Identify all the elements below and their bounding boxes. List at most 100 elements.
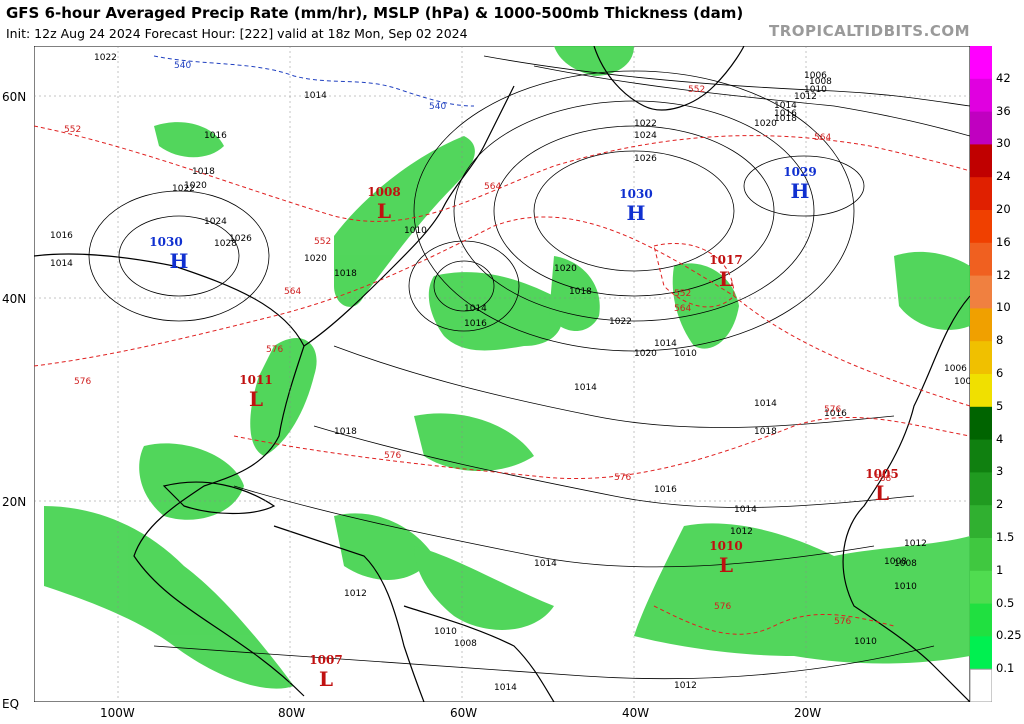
colorbar-label: 36 <box>996 103 1011 118</box>
low-symbol: L <box>875 481 889 505</box>
isobar-label: 1028 <box>214 239 237 249</box>
lon-label: 80W <box>278 706 306 720</box>
high-symbol: H <box>791 179 810 203</box>
isobar-label: 1022 <box>634 119 657 129</box>
colorbar-label: 8 <box>996 333 1004 348</box>
isobar-label: 1010 <box>894 582 917 592</box>
isobar-label: 1014 <box>494 683 517 693</box>
colorbar-swatch <box>970 603 992 637</box>
isobar-label: 1010 <box>854 637 877 647</box>
colorbar-swatch <box>970 505 992 539</box>
thickness-label: 540 <box>429 102 446 112</box>
colorbar-swatch <box>970 78 992 113</box>
colorbar-label: 42 <box>996 70 1011 85</box>
thickness-label: 588 <box>874 474 891 484</box>
isobar-label: 1004 <box>954 377 970 387</box>
coastlines <box>34 46 970 702</box>
isobar-label: 1022 <box>94 53 117 63</box>
isobar-label: 1018 <box>334 269 357 279</box>
colorbar-label: 0.5 <box>996 595 1015 610</box>
isobar-label: 1018 <box>569 287 592 297</box>
colorbar-label: 20 <box>996 202 1011 216</box>
colorbar-swatch <box>970 46 992 80</box>
isobar-label: 1016 <box>464 319 487 329</box>
thickness-label: 576 <box>824 405 841 415</box>
isobar-label: 1016 <box>824 409 847 419</box>
thickness-label: 552 <box>64 125 81 135</box>
isobar-label: 1014 <box>50 259 73 269</box>
high-value: 1030 <box>149 235 182 249</box>
isobar-label: 1018 <box>774 114 797 124</box>
pressure-centers: 1030 H 1030 H 1029 H 1008 L 1011 L 1017 … <box>149 165 898 691</box>
colorbar-swatch <box>970 570 992 605</box>
thickness-label: 564 <box>814 133 831 143</box>
thickness-label: 576 <box>614 473 631 483</box>
colorbar-label: 30 <box>996 136 1011 151</box>
lat-label: 60N <box>2 90 27 104</box>
colorbar-swatch <box>970 144 992 178</box>
isobar-label: 1010 <box>434 627 457 637</box>
high-value: 1029 <box>783 165 816 179</box>
lon-label: 100W <box>100 706 135 720</box>
low-value: 1007 <box>309 653 342 667</box>
colorbar-label: 6 <box>996 366 1004 380</box>
thickness-label: 576 <box>74 377 91 387</box>
isobar-label: 1024 <box>204 217 227 227</box>
colorbar-label: 3 <box>996 464 1004 479</box>
colorbar-swatch <box>970 111 992 145</box>
isobar-label: 1010 <box>804 85 827 95</box>
precip-areas <box>44 46 970 689</box>
low-value: 1011 <box>239 373 272 387</box>
low-symbol: L <box>249 387 263 411</box>
colorbar-label: 12 <box>996 267 1011 282</box>
lon-label: 40W <box>622 706 650 720</box>
isobar-label: 1012 <box>730 527 753 537</box>
isobar-label: 1014 <box>574 383 597 393</box>
isobar-label: 1010 <box>674 349 697 359</box>
isobar-label: 1018 <box>334 427 357 437</box>
isobar-label: 1006 <box>944 364 967 374</box>
isobar-label: 1008 <box>454 639 477 649</box>
colorbar-swatch <box>970 636 992 670</box>
isobar-label: 1016 <box>50 231 73 241</box>
map-title: GFS 6-hour Averaged Precip Rate (mm/hr),… <box>6 4 744 22</box>
isobar-label: 1020 <box>184 181 207 191</box>
colorbar-swatch <box>970 177 992 211</box>
colorbar-label: 0.25 <box>996 628 1022 643</box>
colorbar-label: 10 <box>996 300 1011 315</box>
colorbar-label: 1 <box>996 562 1004 577</box>
thickness-labels: 552 540 540 552 564 564 552 564 576 576 576 576 564 5… <box>64 61 891 627</box>
lon-label: 20W <box>794 706 822 720</box>
isobar-label: 1008 <box>884 557 907 567</box>
isobar-label: 1014 <box>304 91 327 101</box>
low-symbol: L <box>719 553 733 577</box>
isobar-label: 1008 <box>894 559 917 569</box>
colorbar-swatch <box>970 341 992 375</box>
colorbar-label: 16 <box>996 234 1011 249</box>
isobar-label: 1016 <box>774 109 797 119</box>
high-value: 1030 <box>619 187 652 201</box>
colorbar-swatch <box>970 210 992 244</box>
thickness-label: 552 <box>314 237 331 247</box>
thickness-540 <box>153 55 475 107</box>
lon-label: 60W <box>450 706 478 720</box>
thickness-label: 564 <box>484 182 501 192</box>
isobars <box>88 55 970 680</box>
thickness-label: 576 <box>384 451 401 461</box>
low-value: 1017 <box>709 253 742 267</box>
colorbar-swatch <box>970 538 992 572</box>
precip-map: 1030 H 1030 H 1029 H 1008 L 1011 L 1017 … <box>34 46 970 702</box>
precip-colorbar <box>970 46 992 702</box>
isobar-label: 1026 <box>229 234 252 244</box>
thickness-label: 552 <box>688 85 705 95</box>
isobar-label: 1014 <box>774 101 797 111</box>
isobar-label: 1014 <box>654 339 677 349</box>
low-symbol: L <box>377 199 391 223</box>
thickness-label: 564 <box>674 304 691 314</box>
isobar-label: 1006 <box>804 71 827 81</box>
isobar-label: 1012 <box>904 539 927 549</box>
isobar-label: 1014 <box>464 304 487 314</box>
colorbar-label: 0.1 <box>996 661 1015 676</box>
isobar-label: 1026 <box>634 154 657 164</box>
isobar-label: 1018 <box>754 427 777 437</box>
